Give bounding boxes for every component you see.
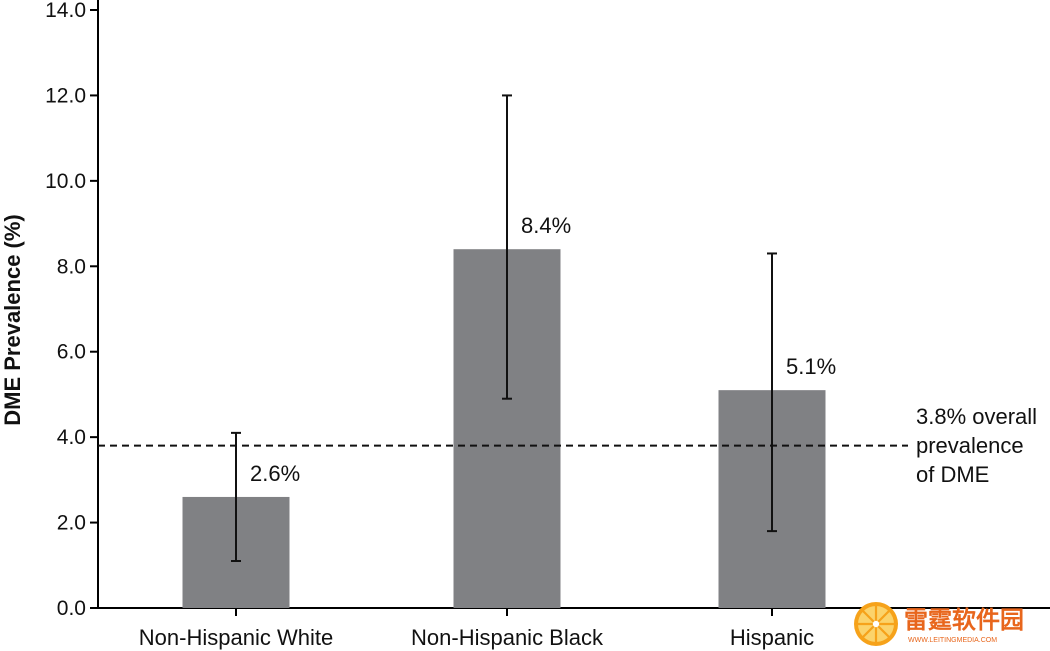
y-tick-label: 6.0 <box>57 341 86 364</box>
data-label: 8.4% <box>521 213 571 238</box>
y-tick-label: 0.0 <box>57 597 86 620</box>
y-tick-label: 8.0 <box>57 255 86 278</box>
orange-logo-icon <box>854 602 898 646</box>
bars <box>182 94 826 608</box>
category-label: Hispanic <box>730 625 814 650</box>
y-tick-label: 12.0 <box>45 84 86 107</box>
y-axis-title: DME Prevalence (%) <box>0 214 25 426</box>
y-tick-label: 14.0 <box>45 0 86 22</box>
reference-line-label: of DME <box>916 462 989 487</box>
watermark-text: 雷霆软件园 <box>904 606 1024 634</box>
y-tick-label: 4.0 <box>57 426 86 449</box>
category-label: Non-Hispanic White <box>139 625 333 650</box>
labels: 2.6% Non-Hispanic White 8.4% Non-Hispanic B… <box>139 213 836 650</box>
reference-line-group: 3.8% overall prevalence of DME <box>98 404 1037 487</box>
reference-line-label: prevalence <box>916 433 1024 458</box>
watermark: 雷霆软件园 WWW.LEITINGMEDIA.COM <box>854 602 1024 646</box>
y-tick-label: 2.0 <box>57 512 86 535</box>
category-label: Non-Hispanic Black <box>411 625 604 650</box>
y-tick-label: 10.0 <box>45 170 86 193</box>
reference-line-label: 3.8% overall <box>916 404 1037 429</box>
data-label: 5.1% <box>786 354 836 379</box>
watermark-subtext: WWW.LEITINGMEDIA.COM <box>908 637 997 644</box>
data-label: 2.6% <box>250 461 300 486</box>
